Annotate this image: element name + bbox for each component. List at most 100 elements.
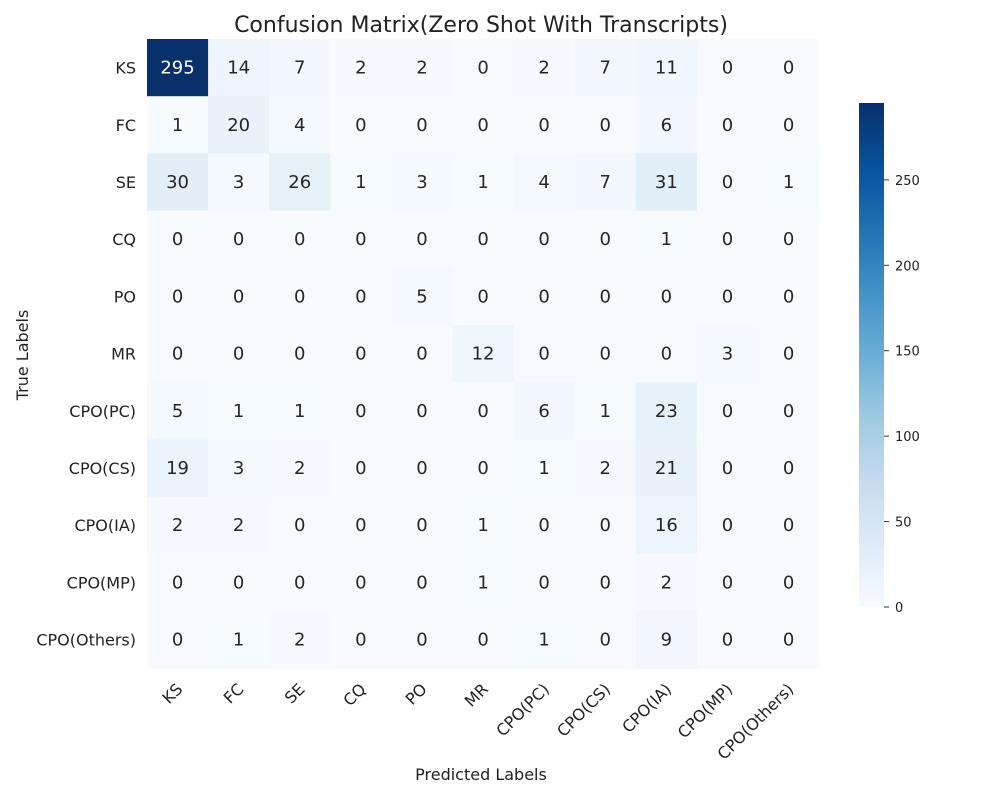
cell-value-label: 0 [600,344,611,365]
cell-value-label: 0 [538,286,549,307]
heatmap-cell [452,382,515,440]
cell-value-label: 0 [355,458,366,479]
x-tick-label: MR [461,680,492,711]
cell-value-label: 0 [722,458,733,479]
cell-value-label: 0 [355,229,366,250]
heatmap-cell [696,267,759,326]
cell-value-label: 1 [477,515,488,536]
cell-value-label: 11 [655,58,678,79]
cell-value-label: 0 [172,572,183,593]
cell-value-label: 0 [538,229,549,250]
heatmap-cell [452,267,515,326]
cell-value-label: 9 [661,630,672,651]
heatmap-cell [513,267,576,326]
colorbar-tick-label: 0 [895,601,903,616]
heatmap-cell [208,439,270,498]
cell-value-label: 1 [538,458,549,479]
colorbar-tick-label: 100 [895,430,920,445]
x-tick-label: KS [158,680,186,708]
x-tick-labels: KS FC SE CQ PO MR CPO(PC) CPO(CS) CPO(IA)CPO(MP)… [158,680,797,764]
cell-value-label: 0 [600,515,611,536]
heatmap-cell [696,553,759,612]
cell-value-label: 0 [233,229,244,250]
heatmap-cell [269,267,331,326]
heatmap-cell [269,325,331,383]
cell-value-label: 0 [722,58,733,79]
cell-value-label: 2 [294,630,305,651]
cell-value-label: 0 [355,286,366,307]
heatmap-cell [147,325,209,383]
cell-value-label: 0 [783,458,794,479]
heatmap-cell [513,611,576,669]
y-tick-labels: KS FC SE CQ PO MR CPO(PC) CPO(CS) CPO(IA) CPO(MP)… [36,59,136,650]
cell-value-label: 0 [722,630,733,651]
cell-value-label: 0 [600,286,611,307]
cell-value-label: 2 [233,515,244,536]
heatmap-cell [574,553,637,612]
heatmap-cell [635,153,698,212]
heatmap-cell [635,267,698,326]
heatmap-cell [513,382,576,440]
heatmap-cell [269,496,331,555]
heatmap-cell [758,210,820,269]
cell-value-label: 7 [600,172,611,193]
heatmap-cell [330,382,392,440]
cell-value-label: 0 [722,115,733,136]
cell-value-label: 0 [722,229,733,250]
cell-value-label: 1 [783,172,794,193]
heatmap-cell [391,439,453,498]
heatmap-cell [330,496,392,555]
cell-value-label: 295 [160,58,194,79]
x-tick-label: PO [402,680,431,709]
y-tick-label: CPO(CS) [69,459,136,478]
heatmap-cell [574,611,637,669]
cell-value-label: 1 [661,229,672,250]
heatmap-cell [574,210,637,269]
heatmap-cell [147,210,209,269]
heatmap-cell [208,96,270,154]
heatmap-cell [452,325,515,383]
heatmap-cell [513,96,576,154]
heatmap-cell [513,210,576,269]
cell-value-label: 0 [172,229,183,250]
cell-value-label: 2 [416,58,427,79]
heatmap-cell [513,39,576,97]
y-axis-title: True Labels [13,310,32,402]
heatmap-cell [696,96,759,154]
cell-value-label: 3 [233,172,244,193]
cell-value-label: 0 [294,515,305,536]
cell-value-label: 0 [661,344,672,365]
cell-value-label: 0 [477,401,488,422]
cell-value-label: 0 [600,572,611,593]
heatmap-cell [330,267,392,326]
chart-title: Confusion Matrix(Zero Shot With Transcri… [234,13,728,38]
heatmap-cell [635,496,698,555]
cell-value-label: 0 [783,286,794,307]
cell-value-label: 2 [600,458,611,479]
heatmap-cell [391,96,453,154]
cell-value-label: 20 [227,115,250,136]
heatmap-cell [269,439,331,498]
cell-value-label: 14 [227,58,250,79]
heatmap-cell [391,153,453,212]
cell-value-label: 4 [294,115,305,136]
heatmap-cell [574,325,637,383]
cell-value-label: 0 [233,344,244,365]
cell-value-label: 0 [416,515,427,536]
cell-value-label: 26 [288,172,311,193]
cell-value-label: 0 [416,630,427,651]
heatmap-cell [452,439,515,498]
cell-value-label: 1 [600,401,611,422]
cell-value-label: 0 [355,572,366,593]
heatmap-cell [758,325,820,383]
cell-value-label: 1 [233,630,244,651]
cell-value-label: 0 [600,630,611,651]
cell-value-label: 2 [661,572,672,593]
heatmap-cell [330,210,392,269]
y-tick-label: SE [116,173,136,192]
heatmap-cell [574,382,637,440]
cell-value-label: 5 [416,286,427,307]
cell-value-label: 21 [655,458,678,479]
heatmap-cell [696,210,759,269]
cell-value-label: 7 [600,58,611,79]
